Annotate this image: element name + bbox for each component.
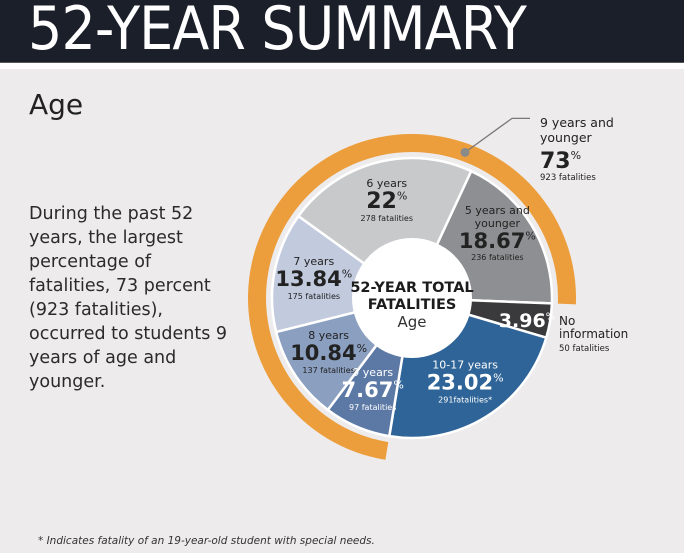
data-label-category: 5 years and: [465, 204, 530, 217]
data-label-category: younger: [475, 217, 521, 230]
data-label-fatalities: 278 fatalities: [361, 214, 413, 223]
group-label-fatalities: 923 fatalities: [540, 173, 596, 183]
data-label-value: 3.96%: [499, 310, 555, 332]
data-label-value: 13.84%: [275, 267, 352, 291]
chart-title-line1: 52-YEAR TOTAL: [350, 280, 473, 296]
data-label-fatalities: 175 fatalities: [288, 292, 340, 301]
divider: [0, 63, 684, 69]
donut-hole: [352, 238, 472, 358]
data-label-category: 10-17 years: [432, 359, 498, 372]
data-label-value: 22%: [366, 189, 407, 214]
group-label-value: 73%: [540, 149, 581, 174]
data-label-value: 18.67%: [459, 229, 536, 253]
header-bar: 52-YEAR SUMMARY: [0, 0, 684, 64]
callout-dot: [460, 147, 470, 157]
data-label-value: 23.02%: [427, 371, 504, 395]
chart-subtitle: Age: [397, 313, 426, 331]
data-label-fatalities: 137 fatalities: [302, 366, 354, 375]
data-label-category: 6 years: [366, 177, 407, 190]
data-label-category: 9 years: [352, 366, 393, 379]
data-label-value: 10.84%: [290, 341, 367, 365]
data-label-category: information: [559, 327, 628, 341]
data-label-category: 7 years: [293, 255, 334, 268]
group-label-category: 9 years and: [540, 115, 614, 130]
data-label-fatalities: 50 fatalities: [559, 344, 610, 354]
data-label-value: 7.67%: [342, 378, 404, 402]
data-label-fatalities: 291fatalities*: [438, 396, 492, 405]
footnote: * Indicates fatality of an 19-year-old s…: [38, 535, 375, 547]
group-label-category: younger: [540, 130, 593, 145]
section-title: Age: [29, 88, 84, 121]
description-text: During the past 52 years, the largest pe…: [29, 204, 228, 392]
chart-title-line2: FATALITIES: [368, 297, 457, 313]
data-label-category: No: [559, 314, 575, 328]
data-label-fatalities: 97 fatalities: [349, 403, 396, 412]
callout-leader-line: [464, 117, 531, 153]
data-label-fatalities: 236 fatalities: [471, 253, 523, 262]
page-title: 52-YEAR SUMMARY: [28, 0, 527, 64]
data-label-category: 8 years: [308, 329, 349, 342]
